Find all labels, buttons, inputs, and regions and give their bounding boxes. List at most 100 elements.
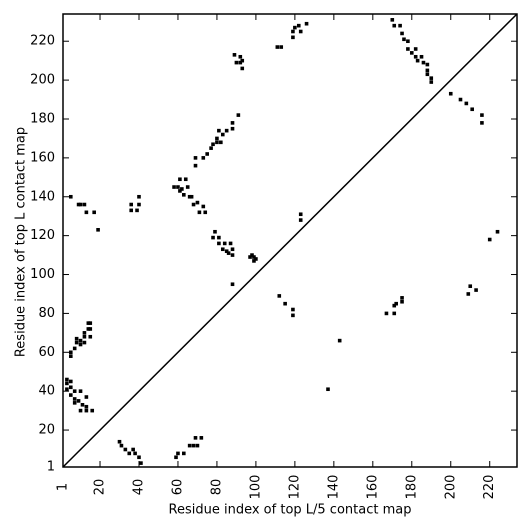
x-tick-label: 160 [365,475,380,500]
contact-point [392,311,397,316]
contact-point [78,202,83,207]
contact-point [296,23,301,28]
contact-point [197,210,202,215]
y-tick-label: 40 [38,384,55,399]
contact-point [394,301,398,306]
contact-point [298,29,303,34]
x-tick-label: 20 [93,479,108,496]
contact-point [215,136,219,141]
contact-point [222,241,227,246]
contact-point [238,54,243,59]
contact-point [82,334,87,339]
contact-point [480,121,484,125]
x-tick-label: 200 [443,475,458,500]
contact-point [392,23,397,28]
y-tick-label: 220 [30,34,55,49]
contact-point [78,338,83,343]
contact-point [252,259,256,263]
contact-point [193,436,198,440]
contact-point [88,334,93,339]
contact-point [68,379,73,384]
contact-point [219,140,223,145]
contact-point [398,23,402,28]
contact-point [236,113,241,117]
contact-point [211,142,215,147]
x-axis-label: Residue index of top L/5 contact map [169,503,412,518]
contact-point [129,208,133,213]
contact-point [240,66,245,71]
contact-point [193,156,198,160]
contact-point [474,288,478,292]
contact-point [217,128,221,133]
contact-point [201,204,206,209]
x-tick-label: 1 [56,483,71,491]
contact-point [205,152,209,156]
y-tick-label: 160 [30,150,55,165]
y-tick-label: 20 [38,423,55,438]
x-tick-label: 220 [482,475,497,500]
contact-point [291,29,295,34]
y-tick-label: 60 [38,345,55,360]
contact-point [291,307,295,312]
contact-point [402,37,406,42]
contact-point [68,393,73,397]
y-tick-label: 180 [30,111,55,126]
contact-point [232,53,237,57]
contact-point [191,443,196,448]
contact-point [409,51,414,55]
contact-point [413,54,418,59]
contact-point [172,185,176,189]
contact-point [137,202,141,207]
contact-point [185,185,190,189]
contact-point [191,202,196,207]
contact-point [92,210,96,215]
contact-point [131,447,135,452]
y-tick-label: 140 [30,189,55,204]
contact-point [76,202,81,207]
contact-point [224,128,229,133]
contact-point [178,189,182,193]
contact-point [215,140,219,145]
contact-point [419,54,424,59]
contact-point [129,202,133,207]
contact-point [226,251,231,255]
contact-point [82,202,87,207]
contact-point [127,451,132,456]
contact-point [139,461,143,465]
contact-point [220,132,225,137]
contact-point [304,21,309,26]
contact-point [293,25,297,30]
contact-point [425,72,430,77]
contact-point [199,436,204,440]
contact-point [119,443,124,448]
contact-point [400,296,404,300]
contact-point [254,257,258,261]
contact-point [230,253,235,257]
contact-point [176,185,180,189]
contact-point [495,229,500,234]
contact-point [283,301,287,306]
contact-point [176,451,180,456]
contact-point [201,156,206,160]
contact-point [448,91,453,96]
contact-point [183,177,188,182]
x-tick-label: 80 [209,479,224,496]
contact-point [65,387,69,392]
contact-point [123,447,128,452]
contact-point [96,228,100,232]
contact-point [470,107,474,112]
y-tick-label: 80 [38,306,55,321]
y-tick-label: 200 [30,73,55,88]
contact-point [252,255,256,259]
contact-point [72,389,77,393]
y-axis-label: Residue index of top L contact map [14,127,29,357]
x-tick-label: 120 [287,475,302,500]
contact-point [117,439,122,444]
contact-point [392,303,397,308]
contact-point [480,113,484,117]
contact-point [400,31,404,36]
contact-point [86,327,91,331]
contact-point [277,294,282,298]
contact-point [133,451,137,456]
